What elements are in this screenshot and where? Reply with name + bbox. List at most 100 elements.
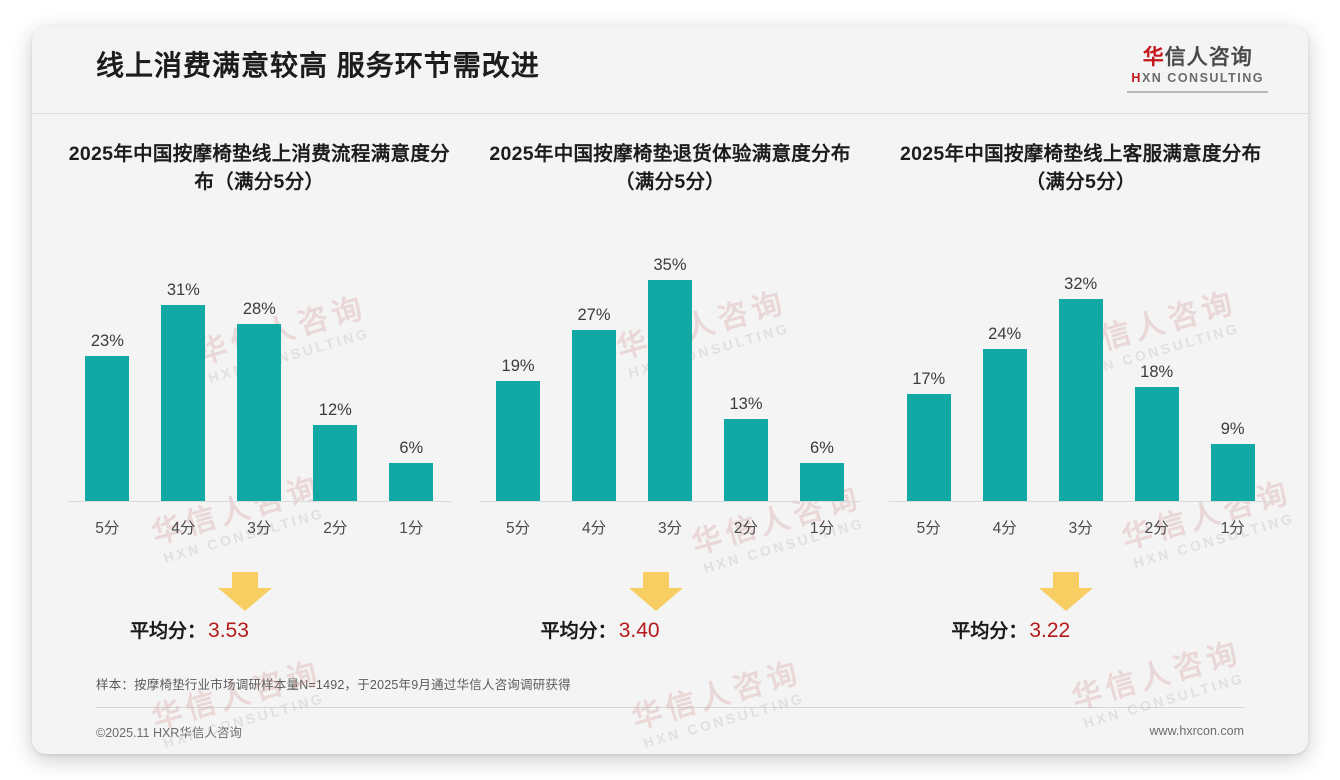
bar-column[interactable]: 6% (378, 240, 445, 501)
bar-chart-plot: 19% 27% 35% 13% 6% (478, 240, 862, 502)
bar-value-label: 12% (318, 400, 352, 419)
x-axis-tick: 1分 (399, 520, 424, 537)
bar[interactable] (572, 330, 617, 501)
x-axis-tick: 5分 (95, 520, 120, 537)
x-axis-tick: 4分 (581, 520, 607, 537)
bar-column[interactable]: 27% (561, 240, 628, 501)
bar-value-label: 32% (1064, 274, 1098, 293)
x-axis-tick: 3分 (247, 520, 272, 537)
average-score-text: 平均分：3.22 (951, 616, 1070, 643)
average-score-text: 平均分：3.40 (541, 616, 660, 643)
bar[interactable] (1058, 299, 1103, 501)
arrow-head (628, 588, 683, 611)
x-axis: 5分 4分 3分 2分 1分 (68, 516, 451, 538)
x-axis-tick: 5分 (916, 520, 941, 537)
x-axis-tick: 5分 (505, 520, 531, 537)
bar-value-label: 19% (501, 356, 535, 375)
bar-column[interactable]: 31% (150, 240, 217, 501)
bar-column[interactable]: 18% (1123, 240, 1190, 501)
bar[interactable] (161, 305, 206, 501)
average-score-label: 平均分： (540, 621, 617, 642)
logo-english-rest: XN CONSULTING (1141, 71, 1264, 86)
chart-panels-container: 2025年中国按摩椅垫线上消费流程满意度分布（满分5分） 23% 31% 28% 12%… (54, 140, 1286, 674)
slide-header: 线上消费满意较高 服务环节需改进 华信人咨询 HXN CONSULTING (32, 26, 1308, 114)
bar-column[interactable]: 28% (226, 240, 293, 501)
average-score-label: 平均分： (130, 621, 207, 642)
bar[interactable] (1134, 387, 1179, 501)
bar[interactable] (906, 394, 951, 501)
bar-column[interactable]: 13% (713, 240, 780, 501)
x-axis-tick: 4分 (992, 520, 1017, 537)
average-score-value: 3.22 (1029, 619, 1071, 642)
x-axis-tick: 3分 (1068, 520, 1093, 537)
bar-column[interactable]: 32% (1047, 240, 1114, 501)
down-arrow-icon (1039, 572, 1094, 611)
logo-chinese-rest: 信人咨询 (1164, 46, 1253, 70)
footnote-container: 样本：按摩椅垫行业市场调研样本量N=1492，于2025年9月通过华信人咨询调研… (32, 674, 1308, 708)
bar-value-label: 31% (166, 280, 200, 299)
sample-footnote: 样本：按摩椅垫行业市场调研样本量N=1492，于2025年9月通过华信人咨询调研… (96, 674, 1244, 708)
bar[interactable] (85, 356, 130, 501)
x-axis-tick: 2分 (1144, 520, 1169, 537)
x-axis: 5分 4分 3分 2分 1分 (889, 516, 1272, 538)
bar-value-label: 28% (242, 299, 276, 318)
bar-value-label: 35% (653, 255, 687, 274)
down-arrow-icon (628, 572, 683, 611)
website-link[interactable]: www.hxrcon.com (1149, 724, 1244, 738)
arrow-shaft (1053, 572, 1080, 589)
bar[interactable] (389, 463, 434, 501)
bar[interactable] (648, 280, 692, 501)
bar[interactable] (982, 349, 1027, 501)
chart-panel-1: 2025年中国按摩椅垫线上消费流程满意度分布（满分5分） 23% 31% 28% 12%… (54, 140, 465, 674)
slide-footer: ©2025.11 HXR华信人咨询 www.hxrcon.com (32, 708, 1308, 754)
x-axis-tick: 1分 (809, 520, 835, 537)
chart-panel-3: 2025年中国按摩椅垫线上客服满意度分布（满分5分） 17% 24% 32% 18% 9%… (875, 140, 1286, 674)
bar-column[interactable]: 24% (971, 240, 1038, 501)
chart-title: 2025年中国按摩椅垫线上消费流程满意度分布（满分5分） (68, 143, 450, 194)
down-arrow-icon (218, 572, 272, 611)
copyright-text: ©2025.11 HXR华信人咨询 (96, 725, 242, 740)
bar[interactable] (313, 425, 358, 501)
bar-value-label: 6% (399, 438, 424, 457)
average-score-block: 平均分：3.40 (479, 572, 862, 656)
bar-column[interactable]: 9% (1199, 240, 1266, 501)
x-axis-tick: 2分 (323, 520, 348, 537)
chart-panel-2: 2025年中国按摩椅垫退货体验满意度分布（满分5分） 19% 27% 35% 13% 6%… (465, 140, 876, 674)
bar-value-label: 6% (810, 438, 834, 457)
logo-chinese-red-char: 华 (1142, 46, 1165, 70)
bar-value-label: 18% (1140, 362, 1174, 381)
slide-body: 华信人咨询 HXN CONSULTING 华信人咨询 HXN CONSULTING … (32, 114, 1308, 751)
x-axis-tick: 1分 (1220, 520, 1245, 537)
bar-value-label: 27% (577, 305, 611, 324)
x-axis-tick: 4分 (171, 520, 196, 537)
page-title: 线上消费满意较高 服务环节需改进 (96, 50, 540, 82)
bar-column[interactable]: 17% (895, 240, 962, 501)
logo-english-text: HXN CONSULTING (1131, 70, 1264, 86)
bar[interactable] (723, 419, 768, 501)
bar-value-label: 13% (729, 394, 763, 413)
bar-column[interactable]: 19% (485, 240, 552, 501)
bar-column[interactable]: 12% (302, 240, 369, 501)
average-score-value: 3.40 (618, 619, 660, 642)
bar[interactable] (237, 324, 282, 501)
chart-title: 2025年中国按摩椅垫线上客服满意度分布（满分5分） (899, 143, 1262, 194)
bar[interactable] (496, 381, 541, 501)
bar[interactable] (1210, 444, 1255, 501)
average-score-value: 3.53 (208, 619, 249, 642)
x-axis-tick: 3分 (657, 520, 683, 537)
arrow-head (218, 588, 272, 611)
chart-title: 2025年中国按摩椅垫退货体验满意度分布（满分5分） (489, 143, 851, 194)
bar-column[interactable]: 23% (74, 240, 141, 501)
average-score-label: 平均分： (951, 621, 1028, 642)
logo-english-red-char: H (1131, 71, 1142, 86)
bar-value-label: 17% (912, 369, 946, 388)
bar-column[interactable]: 6% (789, 240, 856, 501)
bar-column[interactable]: 35% (637, 240, 704, 501)
average-score-text: 平均分：3.53 (130, 616, 249, 643)
arrow-shaft (642, 572, 669, 589)
bar-chart-plot: 23% 31% 28% 12% 6% (68, 240, 451, 502)
arrow-head (1039, 588, 1094, 611)
bar[interactable] (799, 463, 844, 501)
bar-chart-plot: 17% 24% 32% 18% 9% (889, 240, 1273, 502)
